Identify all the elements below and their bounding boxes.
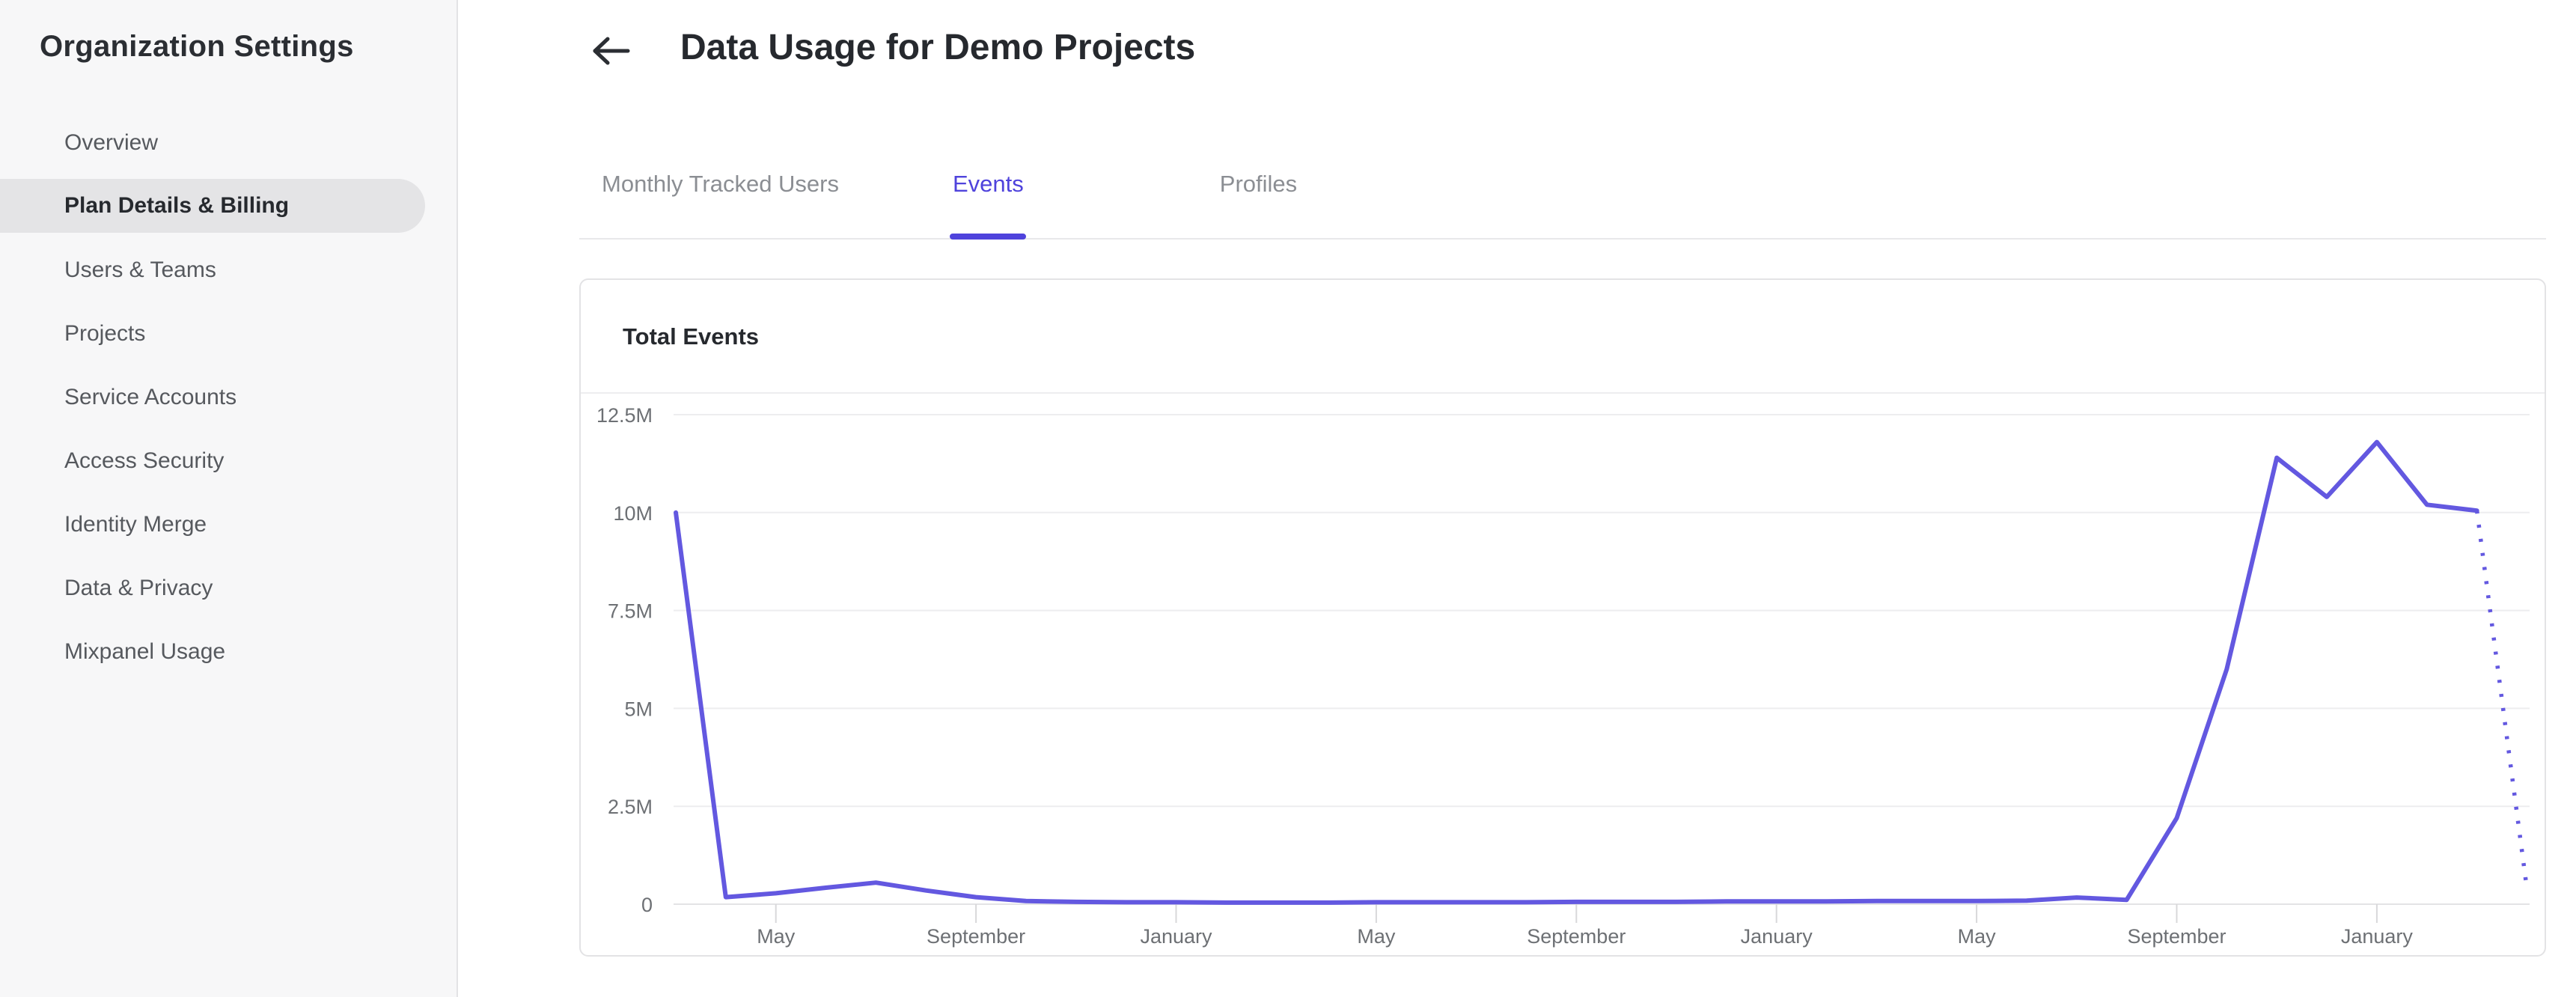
tab-label: Profiles xyxy=(1219,171,1298,197)
svg-text:10M: 10M xyxy=(613,502,653,525)
main-content: Data Usage for Demo Projects Monthly Tra… xyxy=(458,0,2576,997)
gridlines xyxy=(674,414,2530,905)
sidebar-item-label: Mixpanel Usage xyxy=(64,638,226,664)
svg-text:September: September xyxy=(927,925,1025,948)
sidebar: Organization Settings Overview Plan Detai… xyxy=(0,0,458,997)
svg-text:12.5M: 12.5M xyxy=(596,404,653,427)
x-axis-labels: May September January May September January Ma… xyxy=(757,925,2413,948)
svg-text:0: 0 xyxy=(641,894,653,916)
svg-text:September: September xyxy=(1527,925,1626,948)
sidebar-item-users-teams[interactable]: Users & Teams xyxy=(0,238,457,302)
tab-profiles[interactable]: Profiles xyxy=(1220,130,1297,238)
sidebar-item-label: Overview xyxy=(64,129,159,155)
arrow-left-icon xyxy=(593,37,630,65)
events-line-solid xyxy=(674,439,2479,905)
sidebar-item-overview[interactable]: Overview xyxy=(0,111,457,174)
card-divider xyxy=(581,392,2545,394)
sidebar-item-service-accounts[interactable]: Service Accounts xyxy=(0,365,457,429)
tab-bar: Monthly Tracked Users Events Profiles xyxy=(579,130,2546,240)
page-title: Data Usage for Demo Projects xyxy=(680,28,1196,67)
svg-text:7.5M: 7.5M xyxy=(608,600,653,623)
sidebar-item-plan-details-billing[interactable]: Plan Details & Billing xyxy=(0,179,425,233)
chart-title: Total Events xyxy=(623,323,760,350)
tab-label: Events xyxy=(953,171,1024,197)
tab-label: Monthly Tracked Users xyxy=(602,171,839,197)
total-events-card: Total Events 0 2.5M 5M 7.5M 10M 12.5M May Septe… xyxy=(579,278,2546,957)
svg-text:May: May xyxy=(1958,925,1997,948)
x-axis-ticks xyxy=(775,904,2378,923)
sidebar-item-projects[interactable]: Projects xyxy=(0,302,457,365)
y-axis-labels: 0 2.5M 5M 7.5M 10M 12.5M xyxy=(596,404,653,916)
sidebar-item-label: Service Accounts xyxy=(64,384,237,409)
events-line-projected-dotted xyxy=(2474,510,2530,889)
sidebar-item-label: Users & Teams xyxy=(64,257,216,282)
svg-text:January: January xyxy=(2341,925,2414,948)
svg-text:September: September xyxy=(2127,925,2226,948)
svg-text:May: May xyxy=(757,925,796,948)
svg-text:January: January xyxy=(1741,925,1813,948)
sidebar-item-label: Data & Privacy xyxy=(64,575,213,600)
sidebar-nav: Overview Plan Details & Billing Users & Te… xyxy=(0,111,457,683)
sidebar-item-label: Access Security xyxy=(64,448,225,473)
sidebar-item-label: Identity Merge xyxy=(64,511,207,537)
svg-text:5M: 5M xyxy=(624,698,653,720)
sidebar-item-access-security[interactable]: Access Security xyxy=(0,429,457,493)
svg-text:May: May xyxy=(1357,925,1396,948)
sidebar-item-label: Projects xyxy=(64,320,146,346)
back-button[interactable] xyxy=(584,27,638,75)
sidebar-item-mixpanel-usage[interactable]: Mixpanel Usage xyxy=(0,620,457,683)
sidebar-title: Organization Settings xyxy=(40,30,354,63)
svg-text:2.5M: 2.5M xyxy=(608,796,653,818)
tab-monthly-tracked-users[interactable]: Monthly Tracked Users xyxy=(602,130,839,238)
sidebar-item-label: Plan Details & Billing xyxy=(64,193,290,218)
svg-text:January: January xyxy=(1140,925,1212,948)
sidebar-item-data-privacy[interactable]: Data & Privacy xyxy=(0,556,457,620)
tab-events[interactable]: Events xyxy=(953,130,1024,238)
sidebar-item-identity-merge[interactable]: Identity Merge xyxy=(0,493,457,556)
